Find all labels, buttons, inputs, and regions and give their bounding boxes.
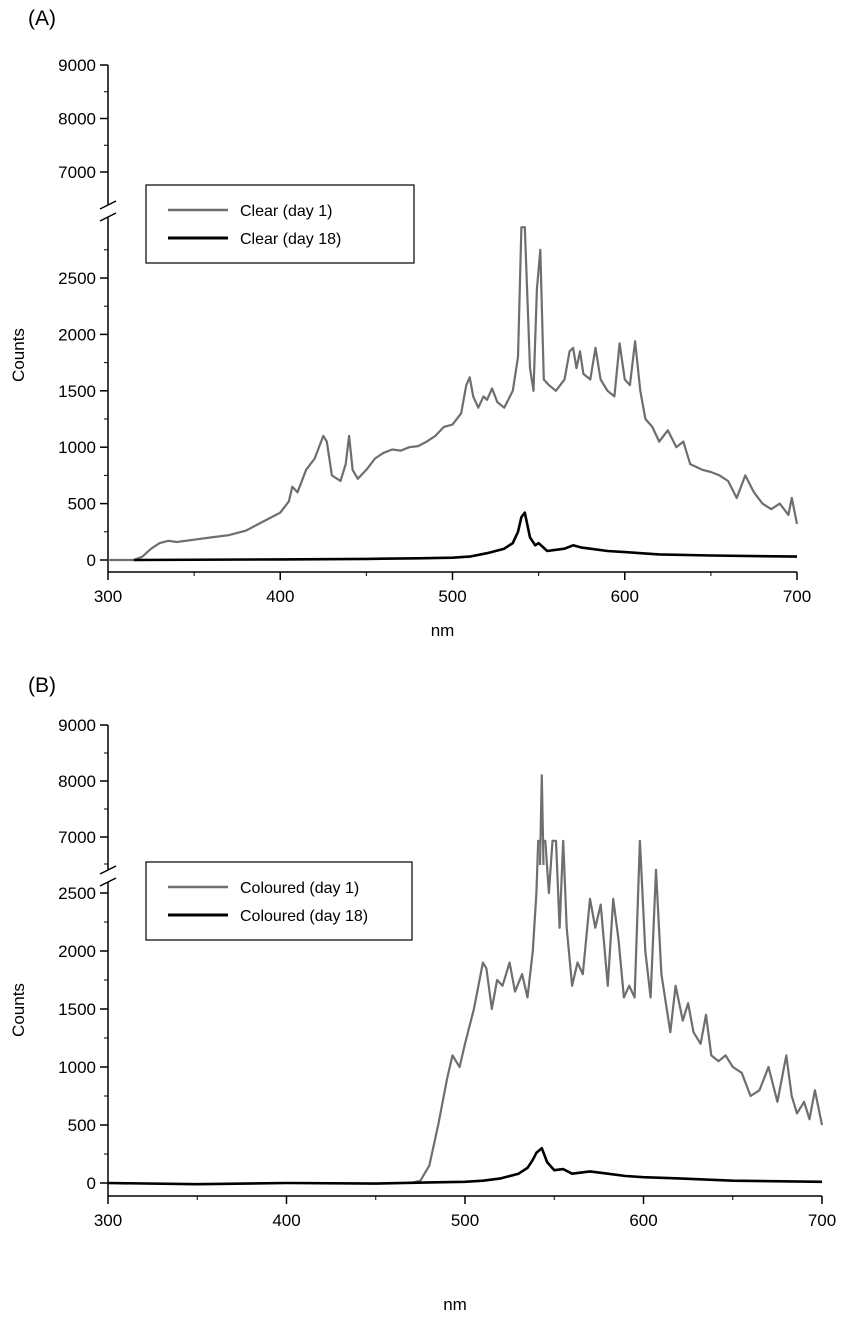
y-tick-label: 9000 <box>58 56 96 75</box>
legend-entry: Clear (day 1) <box>240 203 332 220</box>
x-axis-label: nm <box>431 621 455 640</box>
legend-box <box>145 184 415 264</box>
axis-break-mark <box>99 865 117 875</box>
y-axis-label: Counts <box>9 328 28 382</box>
x-tick-label: 500 <box>451 1211 479 1230</box>
y-tick-label: 9000 <box>58 716 96 735</box>
panel-label: (A) <box>28 7 56 30</box>
y-tick-label: 8000 <box>58 110 96 129</box>
legend-entry: Coloured (day 18) <box>240 908 368 925</box>
y-tick-label: 8000 <box>58 772 96 791</box>
y-tick-label: 1000 <box>58 438 96 457</box>
axis-break-mark <box>99 212 117 222</box>
axis-break-mark <box>99 200 117 210</box>
series-line-day18 <box>107 1146 823 1186</box>
x-tick-label: 700 <box>808 1211 836 1230</box>
legend: Clear (day 1) Clear (day 18) <box>145 184 415 264</box>
y-tick-label: 500 <box>68 495 96 514</box>
x-tick-label: 400 <box>266 587 294 606</box>
series-line-day1 <box>108 226 799 562</box>
axis-break-mark <box>99 877 117 887</box>
x-tick-label: 600 <box>611 587 639 606</box>
x-tick-label: 300 <box>94 1211 122 1230</box>
y-tick-label: 0 <box>87 1174 96 1193</box>
legend-box <box>145 861 413 941</box>
legend-entry: Coloured (day 1) <box>240 880 359 897</box>
y-axis-label: Counts <box>9 983 28 1037</box>
legend: Coloured (day 1) Coloured (day 18) <box>145 861 413 941</box>
y-tick-label: 1500 <box>58 382 96 401</box>
y-tick-label: 2000 <box>58 325 96 344</box>
chart-panel-a: (A)300 400 500 600 7000500100015002000250070… <box>9 7 811 640</box>
x-tick-label: 300 <box>94 587 122 606</box>
y-tick-label: 1500 <box>58 1000 96 1019</box>
y-tick-label: 7000 <box>58 828 96 847</box>
y-tick-label: 2500 <box>58 884 96 903</box>
legend-entry: Clear (day 18) <box>240 231 341 248</box>
x-tick-label: 500 <box>438 587 466 606</box>
y-tick-label: 0 <box>87 551 96 570</box>
y-tick-label: 1000 <box>58 1058 96 1077</box>
y-tick-label: 7000 <box>58 163 96 182</box>
panel-label: (B) <box>28 674 56 697</box>
chart-panel-b: (B)300 400 500 600 7000500100015002000250070… <box>9 674 836 1314</box>
series-line-day1 <box>411 774 824 1185</box>
y-tick-label: 500 <box>68 1116 96 1135</box>
x-tick-label: 700 <box>783 587 811 606</box>
x-axis-label: nm <box>443 1295 467 1314</box>
x-tick-label: 600 <box>629 1211 657 1230</box>
y-tick-label: 2000 <box>58 942 96 961</box>
series-line-day18 <box>133 511 798 562</box>
x-tick-label: 400 <box>272 1211 300 1230</box>
y-tick-label: 2500 <box>58 269 96 288</box>
